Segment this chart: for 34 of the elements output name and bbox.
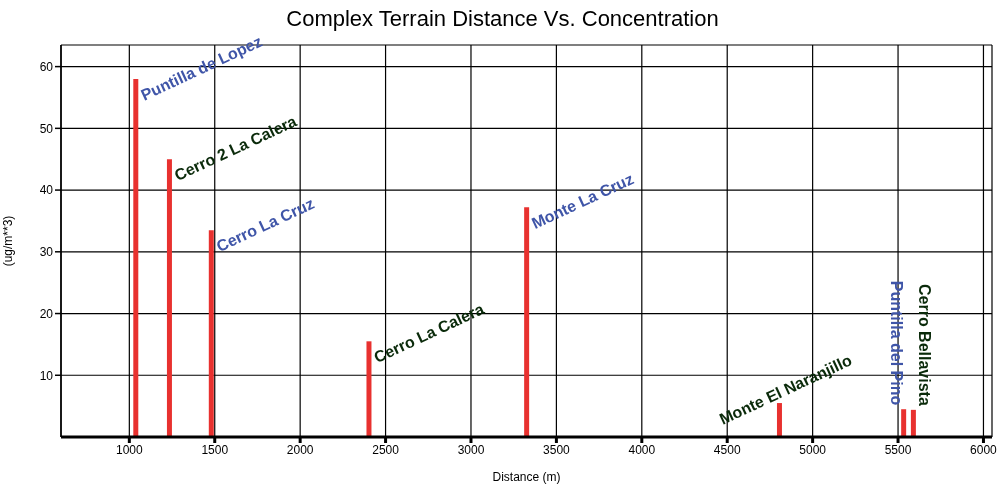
bar: [524, 207, 530, 437]
y-tick-label: 20: [39, 306, 54, 321]
bar: [166, 159, 172, 437]
x-tick-label: 4000: [628, 442, 656, 457]
x-tick-label: 5000: [799, 442, 827, 457]
y-tick-label: 30: [39, 245, 54, 260]
annotation: Cerro 2 La Calera: [171, 112, 300, 184]
bar: [910, 409, 916, 437]
x-tick-label: 1500: [201, 442, 229, 457]
y-tick-label: 40: [39, 183, 54, 198]
x-tick-label: 5500: [884, 442, 912, 457]
x-tick-label: 6000: [970, 442, 998, 457]
annotation: Cerro La Cruz: [213, 194, 317, 255]
y-tick-label: 10: [39, 368, 54, 383]
x-tick-label: 2500: [372, 442, 400, 457]
y-tick-label: 50: [39, 121, 54, 136]
x-tick-label: 3500: [543, 442, 571, 457]
x-tick-label: 1000: [115, 442, 143, 457]
bar: [133, 78, 139, 437]
annotation: Puntilla del Pino: [887, 280, 905, 406]
bar: [208, 230, 214, 437]
x-tick-label: 4500: [713, 442, 741, 457]
x-tick-label: 3000: [457, 442, 485, 457]
annotation: Cerro La Calera: [371, 300, 487, 367]
y-tick-label: 60: [39, 59, 54, 74]
bar: [776, 403, 782, 437]
annotation: Cerro Bellavista: [915, 283, 933, 406]
annotation: Monte La Cruz: [529, 170, 637, 233]
bar: [366, 341, 372, 437]
chart-title: Complex Terrain Distance Vs. Concentration: [285, 6, 720, 32]
x-axis-title: Distance (m): [492, 470, 561, 484]
bar: [901, 409, 907, 437]
x-tick-label: 2000: [286, 442, 314, 457]
y-axis-title: (ug/m**3): [1, 215, 16, 267]
